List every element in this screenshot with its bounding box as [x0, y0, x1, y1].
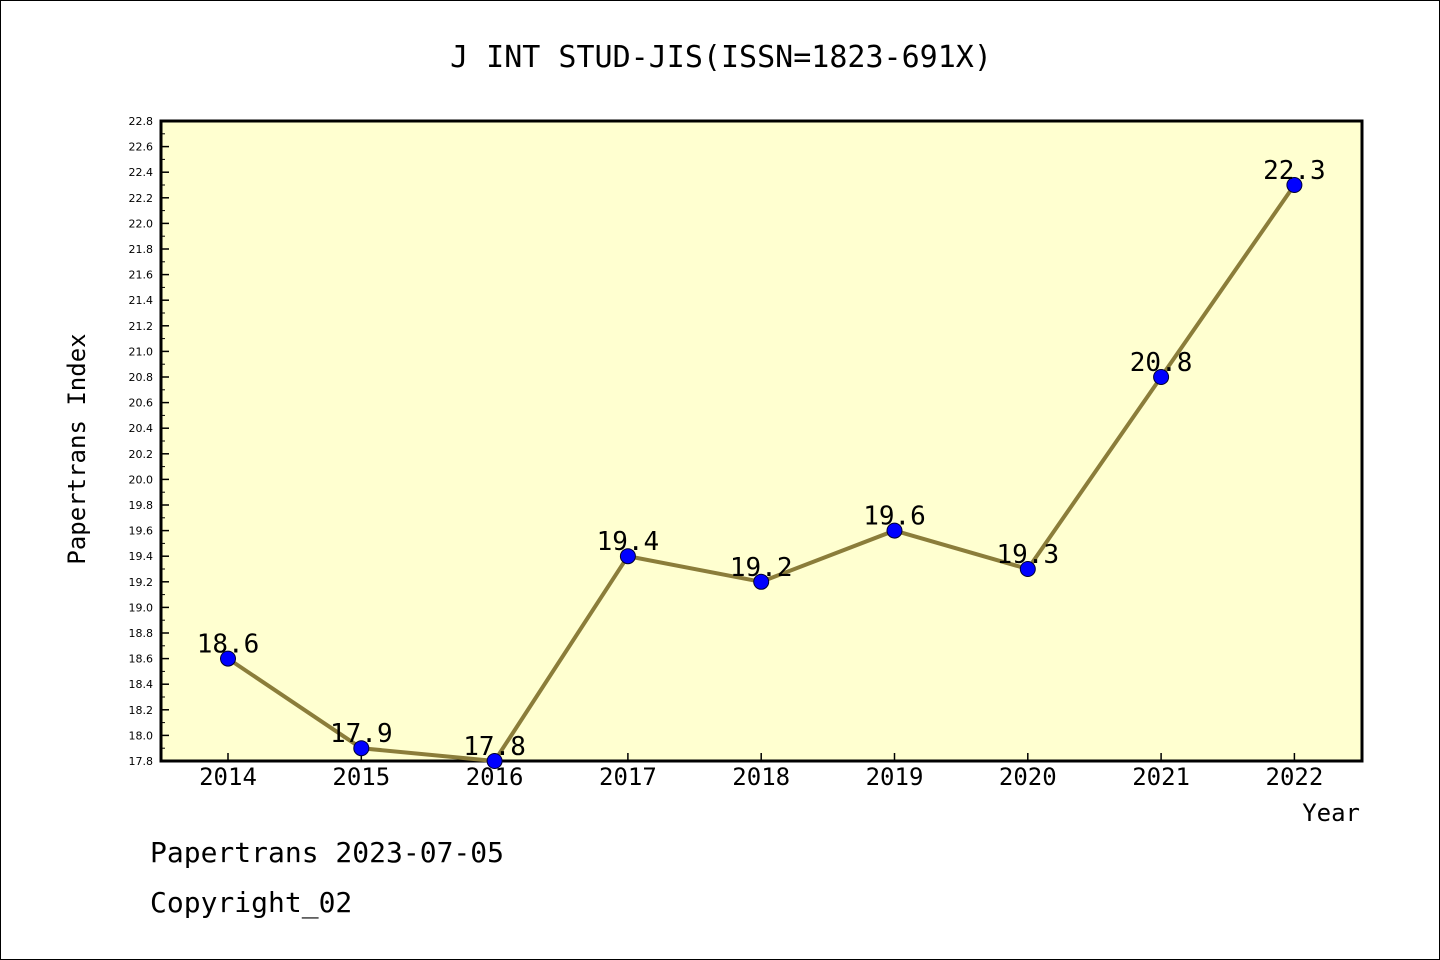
data-label: 19.3	[996, 540, 1059, 570]
y-tick-label: 21.8	[129, 243, 154, 256]
y-tick-label: 20.8	[129, 371, 154, 384]
x-tick-label: 2019	[866, 763, 924, 791]
series-layer: 18.6 17.9 17.8 19.4 19.2 19.6 19.3 20.8 22.3	[197, 156, 1326, 769]
y-tick-label: 18.6	[129, 653, 154, 666]
y-tick-label: 19.8	[129, 499, 154, 512]
x-tick-label: 2014	[199, 763, 257, 791]
data-label: 17.9	[330, 719, 393, 749]
y-tick-label: 20.6	[129, 397, 154, 410]
y-tick-label: 18.2	[129, 704, 154, 717]
data-point	[1286, 177, 1303, 193]
data-point	[1153, 369, 1170, 385]
data-label: 22.3	[1263, 156, 1326, 186]
data-point	[753, 573, 770, 590]
y-tick-label: 19.0	[129, 601, 154, 614]
data-label: 17.8	[463, 732, 526, 762]
y-tick-label: 22.2	[129, 192, 154, 205]
y-tick-label: 19.6	[129, 525, 154, 538]
y-tick-label: 18.4	[129, 678, 154, 691]
data-label: 19.2	[730, 553, 793, 583]
data-point	[353, 740, 370, 757]
y-tick-label: 18.8	[129, 627, 154, 640]
y-tick-label: 20.0	[129, 473, 154, 486]
x-tick-label: 2018	[732, 763, 790, 791]
y-tick-label: 20.2	[129, 448, 154, 461]
data-label: 19.4	[597, 527, 660, 557]
y-tick-label: 21.4	[129, 294, 154, 307]
y-tick-label: 22.0	[129, 217, 154, 230]
y-tick-label: 20.4	[129, 422, 154, 435]
y-tick-label: 21.6	[129, 269, 154, 282]
footer-date: Papertrans 2023-07-05	[150, 836, 505, 869]
y-tick-label: 17.8	[129, 755, 154, 768]
x-tick-label: 2017	[599, 763, 657, 791]
y-tick-label: 22.4	[129, 166, 154, 179]
data-point	[886, 522, 903, 539]
data-label: 20.8	[1130, 348, 1193, 378]
data-point	[486, 753, 503, 769]
y-tick-label: 19.4	[129, 550, 154, 563]
x-tick-label: 2020	[999, 763, 1057, 791]
y-tick-label: 21.0	[129, 345, 154, 358]
x-tick-label: 2015	[332, 763, 390, 791]
y-axis: 17.8 18.0 18.2 18.4 18.6 18.8 19.0 19.2 19.4 19.6…	[129, 115, 169, 768]
y-tick-label: 22.6	[129, 141, 154, 154]
footer-copyright: Copyright_02	[150, 886, 353, 919]
chart-title: J INT STUD-JIS(ISSN=1823-691X)	[450, 40, 992, 75]
data-point	[619, 548, 636, 565]
y-tick-label: 22.8	[129, 115, 154, 128]
x-tick-label: 2022	[1266, 763, 1324, 791]
x-axis-label: Year	[1302, 799, 1360, 827]
data-label: 19.6	[863, 502, 926, 532]
y-tick-label: 21.2	[129, 320, 154, 333]
y-tick-label: 19.2	[129, 576, 154, 589]
plot-area	[159, 119, 1364, 763]
y-tick-label: 18.0	[129, 729, 154, 742]
x-tick-label: 2021	[1132, 763, 1190, 791]
data-point	[220, 650, 236, 667]
data-label: 18.6	[197, 630, 260, 660]
y-axis-label: Papertrans Index	[63, 333, 91, 564]
data-point	[1019, 561, 1036, 577]
